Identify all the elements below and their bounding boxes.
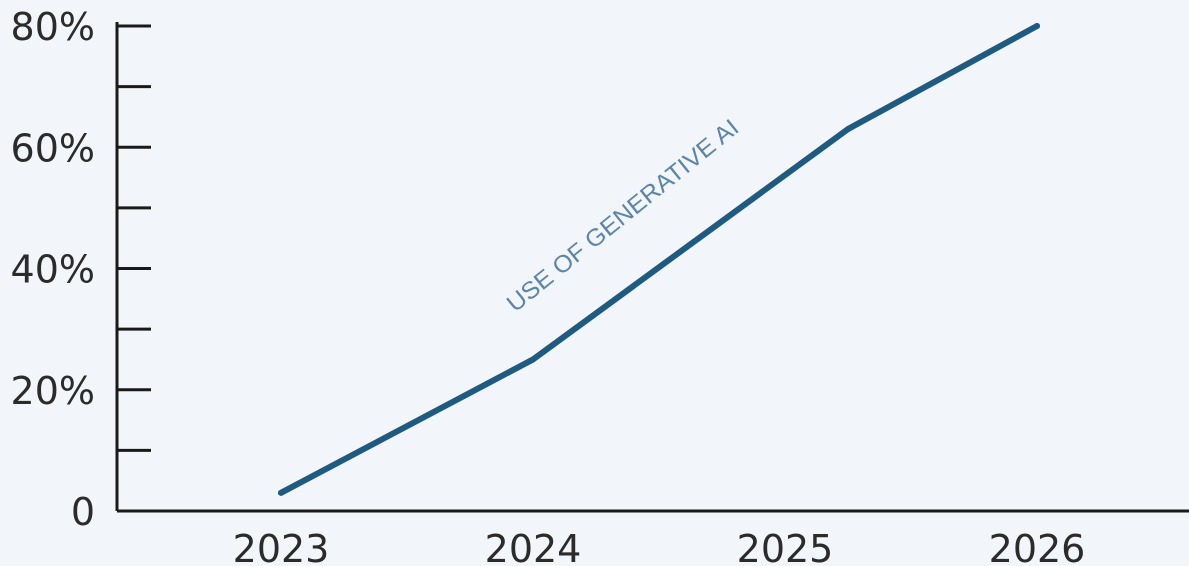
y-tick-label: 80%	[11, 5, 95, 49]
series-point	[530, 356, 536, 363]
y-tick-label: 40%	[11, 248, 95, 292]
y-axis-ticks	[117, 24, 151, 452]
x-tick-label: 2025	[737, 527, 834, 566]
series-line	[278, 23, 1040, 496]
y-tick-label: 0	[71, 490, 95, 534]
series-label: USE OF GENERATIVE AI	[502, 114, 744, 317]
x-axis-tick-labels: 2023 2024 2025 2026	[233, 527, 1086, 566]
series-group: USE OF GENERATIVE AI	[278, 23, 1040, 496]
series-point	[845, 126, 851, 133]
y-tick-label: 20%	[11, 369, 95, 413]
x-tick-label: 2023	[233, 527, 330, 566]
x-tick-label: 2026	[989, 527, 1086, 566]
series-point	[278, 489, 284, 496]
series-point	[1034, 23, 1040, 29]
x-tick-label: 2024	[485, 527, 582, 566]
y-axis-tick-labels: 0 20% 40% 60% 80%	[11, 5, 95, 534]
y-tick-label: 60%	[11, 126, 95, 170]
